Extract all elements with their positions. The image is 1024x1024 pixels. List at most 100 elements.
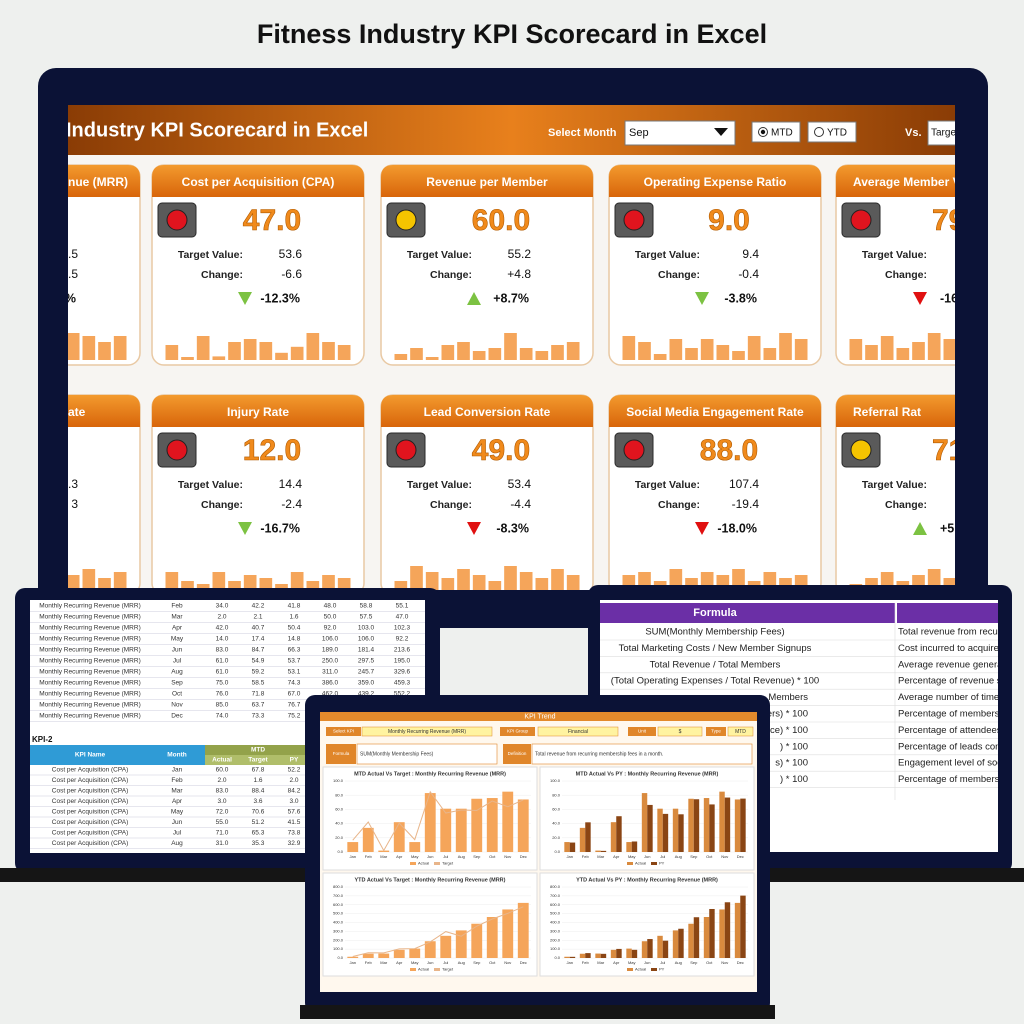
header-cell: Actual <box>212 757 232 764</box>
trend-bar <box>669 339 683 360</box>
card-title: Revenue per Member <box>426 175 548 189</box>
month-dropdown[interactable] <box>624 120 736 146</box>
trend-bar <box>425 357 439 360</box>
x-tick-label: Mar <box>597 960 605 965</box>
table-cell: Jun <box>172 819 183 826</box>
card-title: Injury Rate <box>227 405 289 419</box>
bar <box>740 895 746 958</box>
ytd-option[interactable] <box>807 121 857 143</box>
field-value-box[interactable] <box>361 726 493 737</box>
legend-swatch <box>627 862 633 865</box>
kpi2-label: KPI-2 <box>32 735 53 744</box>
legend-swatch <box>434 862 440 865</box>
bar <box>595 850 601 852</box>
vs-label: Vs. <box>905 127 922 139</box>
trend-bar <box>259 342 273 360</box>
formula-cell: ) * 100 <box>780 741 808 752</box>
card-title: ate <box>68 405 86 419</box>
field-value-box[interactable] <box>537 726 619 737</box>
description-cell: Engagement level of soc <box>898 758 1002 769</box>
x-tick-label: Jul <box>443 960 448 965</box>
trend-bar <box>212 572 226 590</box>
field-value-box <box>531 743 753 765</box>
table-cell: Jan <box>172 767 183 774</box>
table-cell: Jun <box>172 647 183 654</box>
bar <box>502 791 514 852</box>
bar <box>688 798 694 852</box>
target-line <box>352 906 524 958</box>
trend-bar <box>763 348 777 360</box>
y-tick-label: 200.0 <box>550 937 561 942</box>
table-cell: 17.4 <box>252 636 265 643</box>
header-bar <box>68 105 955 155</box>
table-cell: 2.0 <box>217 777 226 784</box>
change-percent: -12.3% <box>260 291 300 305</box>
mtd-option[interactable] <box>751 121 801 143</box>
trend-bar <box>653 354 667 360</box>
table-cell: 54.9 <box>252 658 265 665</box>
trend-bar <box>196 584 210 590</box>
trend-bar <box>669 569 683 590</box>
formula-cell: ) * 100 <box>780 774 808 785</box>
status-light <box>623 439 645 461</box>
chart-panel <box>322 872 538 977</box>
bar <box>569 956 576 958</box>
table-cell: 3.0 <box>217 798 226 805</box>
y-tick-label: 700.0 <box>550 893 561 898</box>
bar <box>595 953 601 958</box>
table-cell: 70.6 <box>252 809 265 816</box>
trend-arrow <box>467 522 481 535</box>
bar <box>362 953 374 958</box>
x-tick-label: Oct <box>706 960 713 965</box>
change-label: Change: <box>658 269 700 281</box>
change-percent: +5. <box>940 521 958 535</box>
y-tick-label: 300.0 <box>550 928 561 933</box>
field-value-box[interactable] <box>657 726 703 737</box>
field-value-box[interactable] <box>727 726 754 737</box>
table-cell: Monthly Recurring Revenue (MRR) <box>39 614 141 621</box>
card-header <box>381 165 593 197</box>
table-cell: 63.7 <box>252 702 265 709</box>
x-tick-label: Oct <box>489 960 496 965</box>
description-cell: Total revenue from recu <box>898 627 998 638</box>
table-cell: 76.7 <box>288 702 301 709</box>
description-cell: Percentage of members <box>898 774 1000 785</box>
table-cell: 83.0 <box>216 788 229 795</box>
description-cell: Cost incurred to acquire <box>898 643 999 654</box>
vs-dropdown[interactable] <box>927 120 968 146</box>
y-tick-label: 0.0 <box>554 955 560 960</box>
table-cell: 42.2 <box>252 603 265 610</box>
target-label: Target Value: <box>178 249 243 261</box>
description-cell: Percentage of revenue sp <box>898 676 1007 687</box>
field-label-box <box>706 727 726 736</box>
card-header <box>836 395 955 427</box>
table-cell: Oct <box>172 691 182 698</box>
trend-bar <box>472 575 486 590</box>
card-header <box>68 165 140 197</box>
table-cell: 35.3 <box>252 840 265 847</box>
table-cell: Cost per Acquisition (CPA) <box>52 767 128 774</box>
table-cell: 195.0 <box>394 658 411 665</box>
x-tick-label: Nov <box>504 854 511 859</box>
x-tick-label: Jun <box>427 854 433 859</box>
x-tick-label: May <box>411 960 419 965</box>
trend-bar <box>337 345 351 360</box>
target-label: Target Value: <box>635 249 700 261</box>
table-cell: 47.0 <box>396 614 409 621</box>
table-cell: 103.0 <box>358 625 375 632</box>
trend-bar <box>504 333 517 360</box>
trend-bar <box>82 336 96 360</box>
table-cell: 72.0 <box>216 809 229 816</box>
kpi-trend-sheet: KPI Trend Formula SUM(Monthly Membership… <box>320 712 757 977</box>
table-cell: 58.8 <box>360 603 373 610</box>
table-cell: 61.0 <box>216 658 229 665</box>
y-tick-label: 200.0 <box>333 937 344 942</box>
table-cell: May <box>171 636 184 643</box>
x-tick-label: Feb <box>365 960 373 965</box>
card-title: Average Member Visi <box>853 175 974 189</box>
table-cell: 50.0 <box>324 614 337 621</box>
field-label: Type <box>711 729 721 734</box>
trend-arrow <box>467 292 481 305</box>
table-cell: Monthly Recurring Revenue (MRR) <box>39 669 141 676</box>
radio-dot <box>760 129 766 135</box>
